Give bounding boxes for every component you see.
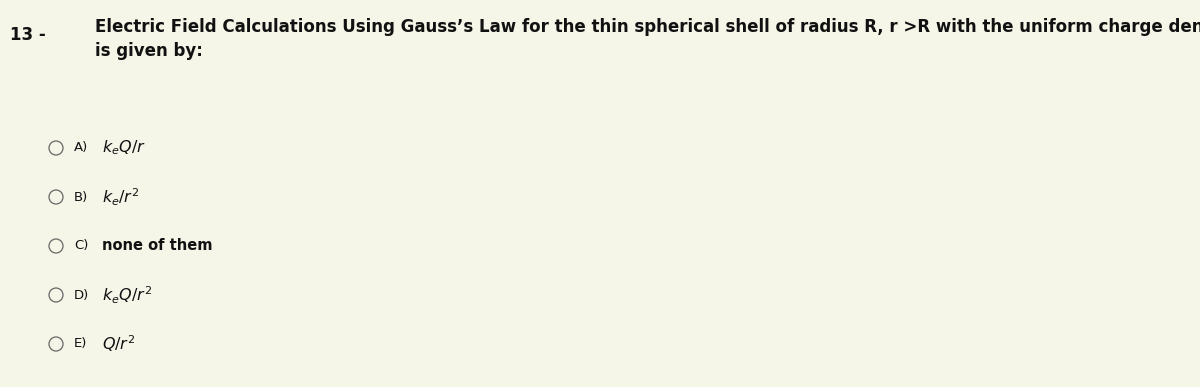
Text: D): D) <box>74 288 89 301</box>
Text: none of them: none of them <box>102 238 212 253</box>
Text: $k_e/r^2$: $k_e/r^2$ <box>102 186 139 208</box>
Text: 13 -: 13 - <box>10 26 46 44</box>
Text: $k_eQ/r^2$: $k_eQ/r^2$ <box>102 284 152 306</box>
Text: A): A) <box>74 142 89 154</box>
Text: Electric Field Calculations Using Gauss’s Law for the thin spherical shell of ra: Electric Field Calculations Using Gauss’… <box>95 18 1200 36</box>
Text: $Q/r^2$: $Q/r^2$ <box>102 334 136 354</box>
Text: is given by:: is given by: <box>95 42 203 60</box>
Text: B): B) <box>74 190 89 204</box>
Text: C): C) <box>74 240 89 252</box>
Text: E): E) <box>74 337 88 351</box>
Text: $k_e Q/r$: $k_e Q/r$ <box>102 139 146 158</box>
